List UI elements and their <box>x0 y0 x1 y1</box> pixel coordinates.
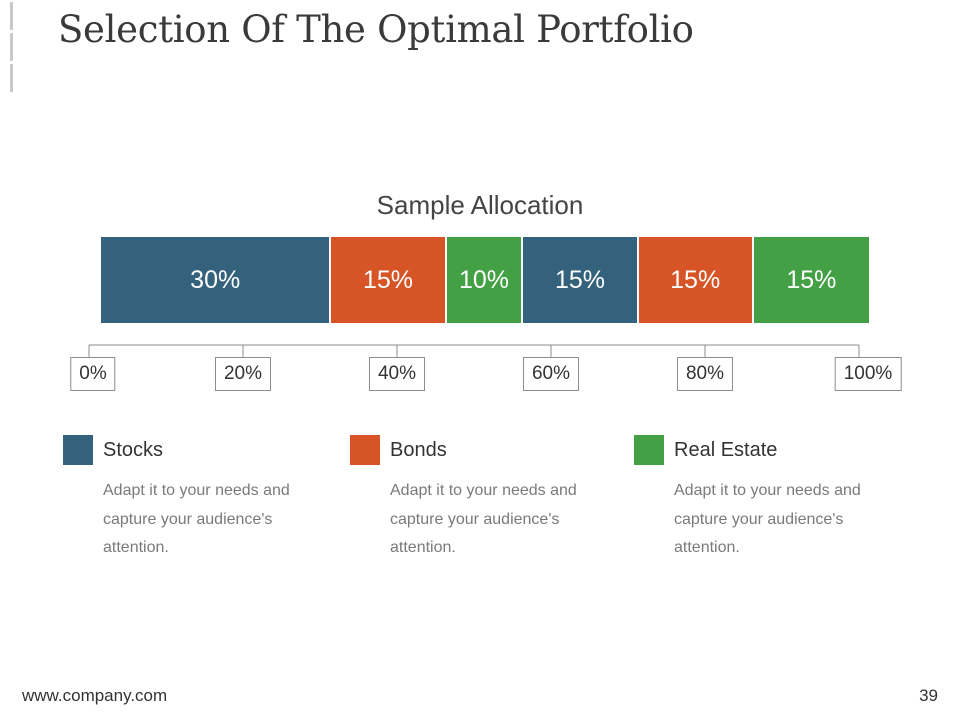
legend-swatch-stocks <box>63 435 93 465</box>
legend-description-real-estate: Adapt it to your needs and capture your … <box>674 482 861 556</box>
corner-decoration <box>0 0 16 96</box>
bar-segment-5: 15% <box>638 237 754 323</box>
page-number: 39 <box>919 686 938 705</box>
bar-segment-2: 15% <box>331 237 447 323</box>
tick-label: 0% <box>70 357 116 391</box>
legend-swatch-bonds <box>350 435 380 465</box>
chart-title: Sample Allocation <box>376 190 584 220</box>
tick-label: 40% <box>368 357 426 391</box>
tick-label: 20% <box>214 357 272 391</box>
bar-segment-6: 15% <box>753 237 869 323</box>
tick-label: 100% <box>834 357 902 391</box>
bar-segment-4: 15% <box>523 237 639 323</box>
tick-label: 80% <box>676 357 734 391</box>
bar-segment-1: 30% <box>101 237 332 323</box>
tick-label: 60% <box>522 357 580 391</box>
legend-swatch-real-estate <box>634 435 664 465</box>
slide-title: Selection Of The Optimal Portfolio <box>58 8 694 51</box>
legend-description-stocks: Adapt it to your needs and capture your … <box>103 482 290 556</box>
footer-url: www.company.com <box>22 686 168 705</box>
stacked-bar: 30% 15% 10% 15% 15% 15% <box>101 237 869 323</box>
legend-label-stocks: Stocks <box>103 439 164 461</box>
legend-label-bonds: Bonds <box>390 439 447 461</box>
bar-segment-3: 10% <box>446 237 524 323</box>
legend-label-real-estate: Real Estate <box>674 439 778 461</box>
legend-description-bonds: Adapt it to your needs and capture your … <box>390 482 577 556</box>
